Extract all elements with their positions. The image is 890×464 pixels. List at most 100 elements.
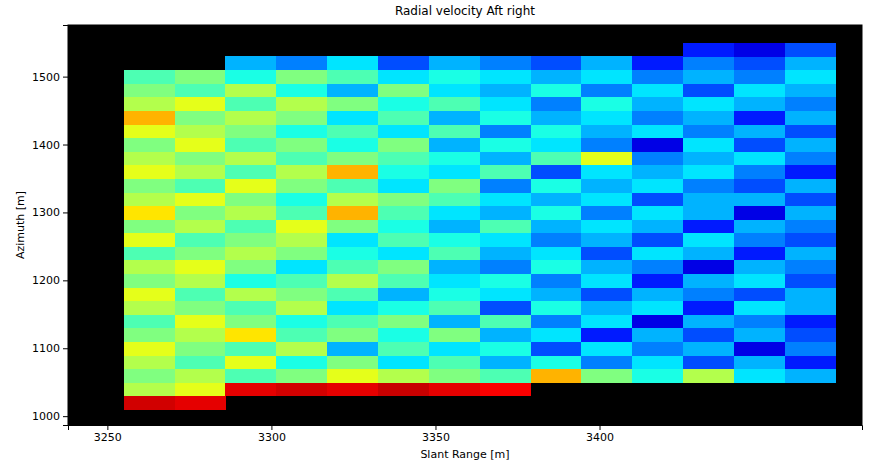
tick-mark xyxy=(435,425,436,430)
cell xyxy=(632,314,683,328)
cell xyxy=(632,138,683,152)
cell xyxy=(581,233,632,247)
cell xyxy=(327,97,378,111)
cell xyxy=(734,56,785,70)
tick-mark xyxy=(63,348,68,349)
cell xyxy=(734,301,785,315)
tick: 1500 xyxy=(32,71,68,84)
cell xyxy=(124,341,175,355)
cell xyxy=(225,56,276,70)
cell xyxy=(378,314,429,328)
title: Radial velocity Aft right xyxy=(395,4,535,18)
cell xyxy=(785,233,836,247)
cell xyxy=(683,369,734,383)
cell xyxy=(581,369,632,383)
cell xyxy=(175,97,226,111)
cell xyxy=(683,97,734,111)
cell xyxy=(327,260,378,274)
cell xyxy=(480,138,531,152)
cell xyxy=(785,328,836,342)
tick: 3350 xyxy=(422,425,450,444)
tick: 1200 xyxy=(32,274,68,287)
cell xyxy=(175,246,226,260)
cell xyxy=(480,260,531,274)
cell xyxy=(276,246,327,260)
cell xyxy=(124,287,175,301)
cell xyxy=(225,287,276,301)
cell xyxy=(581,165,632,179)
cell xyxy=(225,355,276,369)
cell xyxy=(175,382,226,396)
cell xyxy=(378,138,429,152)
cell xyxy=(683,274,734,288)
cell xyxy=(429,301,480,315)
cell xyxy=(480,341,531,355)
cell xyxy=(581,219,632,233)
cell xyxy=(785,192,836,206)
cell xyxy=(531,287,582,301)
cell xyxy=(480,192,531,206)
cell xyxy=(632,124,683,138)
tick: 3300 xyxy=(258,425,286,444)
cell xyxy=(632,83,683,97)
cell xyxy=(785,206,836,220)
cell xyxy=(124,260,175,274)
cell xyxy=(225,260,276,274)
cell xyxy=(124,165,175,179)
cell xyxy=(276,97,327,111)
cell xyxy=(480,382,531,396)
cell xyxy=(683,233,734,247)
cell xyxy=(378,151,429,165)
chart: 3250330033503400100011001200130014001500… xyxy=(0,0,890,464)
cell xyxy=(683,124,734,138)
cell xyxy=(581,70,632,84)
cell xyxy=(632,111,683,125)
cell xyxy=(785,246,836,260)
cell xyxy=(429,260,480,274)
cell xyxy=(124,369,175,383)
cell xyxy=(581,274,632,288)
cell xyxy=(480,151,531,165)
cell xyxy=(734,287,785,301)
cell xyxy=(124,219,175,233)
cell xyxy=(480,287,531,301)
cell xyxy=(480,369,531,383)
tick-label: 3300 xyxy=(258,431,286,444)
cell xyxy=(276,382,327,396)
tick: 1100 xyxy=(32,342,68,355)
cell xyxy=(378,70,429,84)
x-axis-title: Slant Range [m] xyxy=(420,448,509,461)
cell xyxy=(683,56,734,70)
cell xyxy=(683,301,734,315)
cell xyxy=(480,246,531,260)
tick-label: 3350 xyxy=(422,431,450,444)
x-axis: 3250330033503400 xyxy=(69,425,863,444)
cell xyxy=(581,83,632,97)
cell xyxy=(327,138,378,152)
cell xyxy=(378,328,429,342)
cell xyxy=(124,314,175,328)
cell xyxy=(429,206,480,220)
cell xyxy=(531,274,582,288)
y-axis-title: Azimuth [m] xyxy=(14,191,27,259)
cell xyxy=(378,206,429,220)
cell xyxy=(480,301,531,315)
tick-label: 3250 xyxy=(94,431,122,444)
cell xyxy=(276,206,327,220)
cell xyxy=(175,274,226,288)
cell xyxy=(378,369,429,383)
cell xyxy=(785,138,836,152)
cell xyxy=(225,382,276,396)
cell xyxy=(175,111,226,125)
cell xyxy=(531,124,582,138)
cell xyxy=(683,246,734,260)
cell xyxy=(124,206,175,220)
cell xyxy=(378,260,429,274)
cell xyxy=(531,301,582,315)
cell xyxy=(175,206,226,220)
cell xyxy=(429,233,480,247)
cell xyxy=(124,97,175,111)
cell xyxy=(124,124,175,138)
cell xyxy=(225,165,276,179)
cell xyxy=(785,43,836,57)
